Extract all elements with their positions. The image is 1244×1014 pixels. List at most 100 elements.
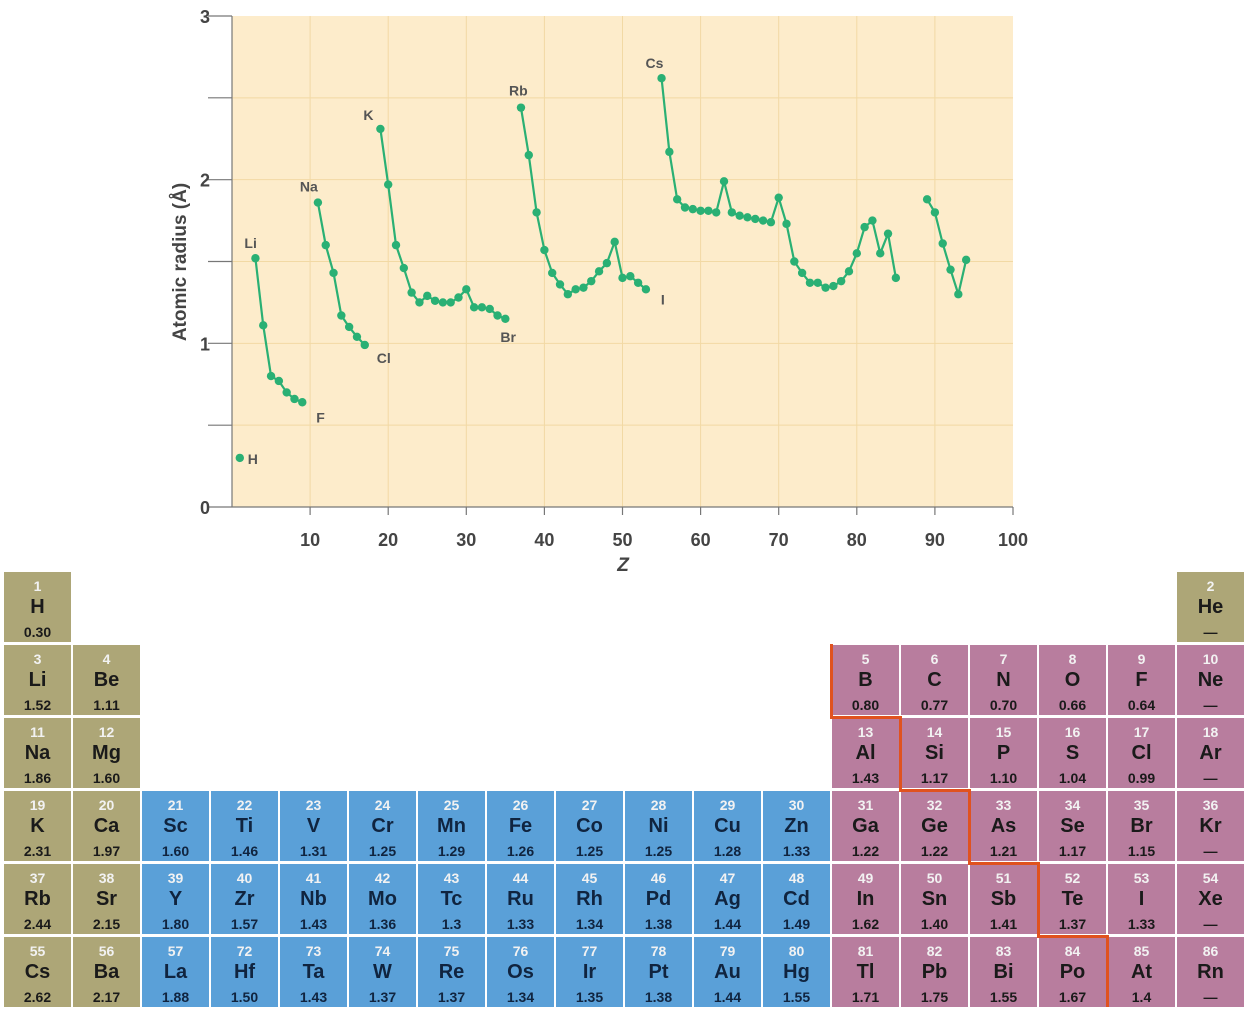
element-radius: 1.4 xyxy=(1131,989,1152,1005)
element-number: 10 xyxy=(1202,651,1219,667)
element-number: 39 xyxy=(167,870,184,886)
data-point xyxy=(813,278,822,287)
element-number: 45 xyxy=(581,870,598,886)
data-point xyxy=(735,211,744,220)
element-number: 42 xyxy=(374,870,391,886)
element-number: 9 xyxy=(1137,651,1146,667)
element-number: 38 xyxy=(98,870,115,886)
data-point xyxy=(587,276,596,286)
data-point xyxy=(922,195,932,204)
element-number: 1 xyxy=(33,578,42,594)
element-symbol: Y xyxy=(168,888,183,910)
data-point xyxy=(688,204,697,214)
element-ti: 22 Ti 1.46 xyxy=(211,791,278,861)
element-number: 37 xyxy=(29,870,46,886)
element-ge: 32 Ge 1.22 xyxy=(901,791,968,861)
element-radius: 1.22 xyxy=(920,843,949,859)
element-radius: 0.99 xyxy=(1127,770,1156,786)
element-number: 73 xyxy=(305,943,322,959)
data-point xyxy=(469,303,479,312)
element-symbol: Ti xyxy=(235,815,254,837)
element-symbol: Hf xyxy=(233,961,256,983)
data-point xyxy=(633,278,643,287)
element-la: 57 La 1.88 xyxy=(142,937,209,1007)
data-point xyxy=(766,218,776,227)
element-sc: 21 Sc 1.60 xyxy=(142,791,209,861)
element-number: 49 xyxy=(857,870,874,886)
data-point xyxy=(337,311,346,320)
element-b: 5 B 0.80 xyxy=(832,645,899,715)
x-axis-ticks: 10 20 30 40 50 60 70 80 90 100 xyxy=(300,507,1028,550)
element-number: 14 xyxy=(926,724,943,740)
element-ne: 10 Ne — xyxy=(1177,645,1244,715)
element-symbol: Ge xyxy=(921,815,948,837)
element-radius: 2.44 xyxy=(23,916,52,932)
element-number: 24 xyxy=(374,797,391,813)
x-tick-label: 20 xyxy=(378,530,398,550)
element-symbol: S xyxy=(1065,742,1080,764)
x-tick-label: 10 xyxy=(300,530,320,550)
element-number: 15 xyxy=(995,724,1012,740)
element-symbol: Cu xyxy=(714,815,741,837)
element-symbol: Pt xyxy=(648,961,669,983)
point-label-li: Li xyxy=(244,235,256,251)
data-point xyxy=(376,124,385,134)
element-number: 77 xyxy=(581,943,598,959)
data-point xyxy=(579,283,588,292)
data-point xyxy=(657,73,666,83)
data-point xyxy=(821,283,830,292)
element-radius: 1.37 xyxy=(437,989,466,1005)
data-point xyxy=(485,304,494,314)
element-cs: 55 Cs 2.62 xyxy=(4,937,71,1007)
element-number: 56 xyxy=(98,943,115,959)
data-point xyxy=(344,322,354,332)
element-symbol: Zn xyxy=(784,815,809,837)
element-radius: 1.11 xyxy=(93,697,120,713)
element-k: 19 K 2.31 xyxy=(4,791,71,861)
x-tick-label: 80 xyxy=(847,530,867,550)
element-number: 34 xyxy=(1064,797,1081,813)
data-point xyxy=(446,298,455,307)
element-number: 27 xyxy=(581,797,598,813)
element-rh: 45 Rh 1.34 xyxy=(556,864,623,934)
element-radius: 1.43 xyxy=(299,989,328,1005)
element-number: 43 xyxy=(443,870,460,886)
element-radius: — xyxy=(1203,697,1218,713)
y-axis-ticks: 0 1 2 3 xyxy=(200,7,232,518)
element-symbol: Rn xyxy=(1197,961,1224,983)
element-number: 11 xyxy=(30,724,45,740)
element-symbol: B xyxy=(858,669,873,691)
data-point xyxy=(321,240,330,250)
data-point xyxy=(712,208,721,217)
element-symbol: I xyxy=(1138,888,1145,910)
element-symbol: Bi xyxy=(993,961,1014,983)
data-point xyxy=(266,371,276,381)
element-radius: 1.55 xyxy=(782,989,811,1005)
data-point xyxy=(251,254,260,263)
element-symbol: Ne xyxy=(1197,669,1224,691)
element-radius: 1.97 xyxy=(92,843,121,859)
element-ba: 56 Ba 2.17 xyxy=(73,937,140,1007)
element-radius: 1.22 xyxy=(851,843,880,859)
element-number: 51 xyxy=(995,870,1012,886)
element-symbol: Kr xyxy=(1199,815,1222,837)
element-radius: 2.15 xyxy=(92,916,121,932)
element-radius: 1.17 xyxy=(1058,843,1087,859)
element-symbol: Ag xyxy=(714,888,741,910)
point-label-i: I xyxy=(661,291,665,307)
data-point xyxy=(352,332,362,341)
element-number: 35 xyxy=(1133,797,1150,813)
element-number: 76 xyxy=(512,943,529,959)
element-symbol: La xyxy=(163,961,188,983)
element-number: 80 xyxy=(788,943,805,959)
element-symbol: H xyxy=(30,596,45,618)
element-radius: 1.60 xyxy=(161,843,190,859)
element-fe: 26 Fe 1.26 xyxy=(487,791,554,861)
element-radius: 1.49 xyxy=(782,916,811,932)
x-tick-label: 90 xyxy=(925,530,945,550)
data-point xyxy=(555,280,565,289)
point-label-rb: Rb xyxy=(509,83,528,99)
element-radius: — xyxy=(1203,989,1218,1005)
element-number: 57 xyxy=(167,943,184,959)
element-symbol: Tl xyxy=(856,961,875,983)
